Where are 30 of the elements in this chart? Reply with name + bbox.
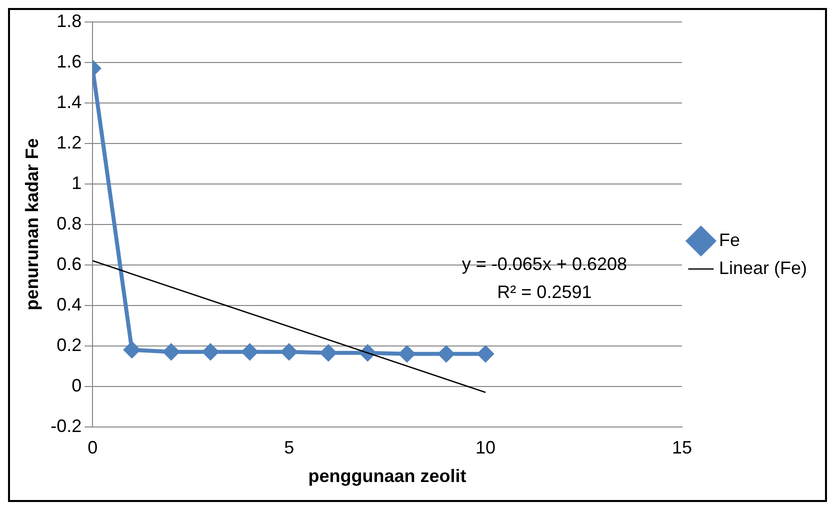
- y-tick-label: 0.6: [56, 254, 82, 274]
- point: [202, 344, 218, 360]
- annotation: y = -0.065x + 0.6208: [462, 254, 628, 274]
- x-tick-label: 0: [88, 438, 98, 458]
- y-tick-label: 1.8: [56, 10, 82, 31]
- y-tick-label: 1.4: [56, 92, 82, 112]
- y-tick-label: 0.4: [56, 294, 82, 314]
- point: [242, 344, 258, 360]
- y-tick-label: 0: [72, 375, 82, 396]
- y-tick-label: 0.8: [56, 213, 82, 234]
- point: [163, 344, 180, 360]
- y-tick-label: 0.2: [56, 334, 82, 355]
- y-tick-label: 1.2: [56, 132, 82, 152]
- legend-label: Fe: [718, 230, 740, 250]
- x-axis-title: penggunaan zeolit: [308, 466, 466, 486]
- x-tick-label: 5: [284, 438, 294, 458]
- point: [398, 346, 415, 362]
- x-tick-label: 10: [476, 438, 496, 458]
- y-axis-title: penurunan kadar Fe: [22, 138, 42, 310]
- x-tick-label: 15: [672, 438, 692, 458]
- annotation: R² = 0.2591: [497, 282, 592, 302]
- y-tick-label: 1: [72, 172, 82, 193]
- y-tick-label: 1.6: [56, 51, 82, 72]
- point: [478, 346, 494, 362]
- y-tick-label: -0.2: [50, 416, 82, 436]
- point: [124, 342, 140, 358]
- legend-label: Linear (Fe): [718, 258, 807, 278]
- point: [320, 344, 336, 361]
- point: [438, 346, 454, 362]
- point: [281, 344, 298, 360]
